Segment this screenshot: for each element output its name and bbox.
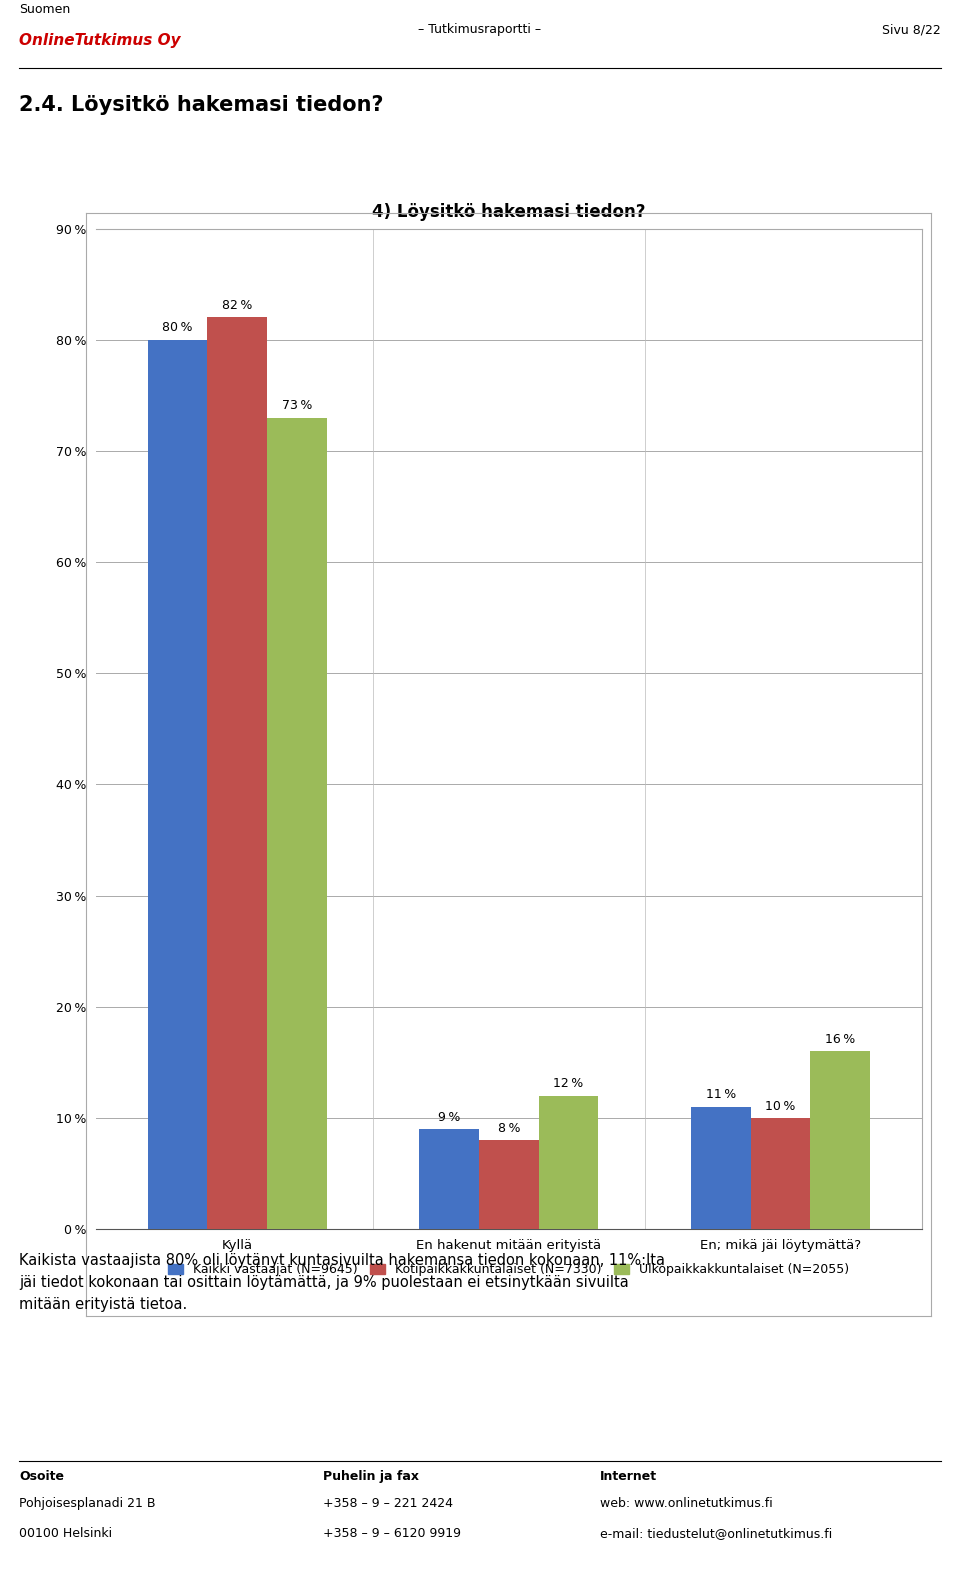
Text: Internet: Internet [600, 1470, 657, 1483]
Text: Kaikista vastaajista 80% oli löytänyt kuntasivuilta hakemansa tiedon kokonaan, 1: Kaikista vastaajista 80% oli löytänyt ku… [19, 1253, 665, 1313]
Text: 11 %: 11 % [706, 1089, 735, 1102]
Text: Sivu 8/22: Sivu 8/22 [882, 24, 941, 36]
Text: 00100 Helsinki: 00100 Helsinki [19, 1527, 112, 1540]
Bar [267, 418, 326, 1229]
Bar [751, 1117, 810, 1229]
Bar [691, 1106, 751, 1229]
Legend: Kaikki vastaajat (N=9645), Kotipaikkakkuntalaiset (N=7330), Ulkopaikkakkuntalais: Kaikki vastaajat (N=9645), Kotipaikkakku… [163, 1258, 854, 1281]
Bar [420, 1128, 479, 1229]
Bar [479, 1141, 539, 1229]
Title: 4) Löysitkö hakemasi tiedon?: 4) Löysitkö hakemasi tiedon? [372, 203, 645, 221]
Text: 80 %: 80 % [162, 322, 193, 334]
Bar [810, 1051, 870, 1229]
Text: Osoite: Osoite [19, 1470, 64, 1483]
Bar [148, 340, 207, 1229]
Bar [539, 1095, 598, 1229]
Text: 9 %: 9 % [438, 1111, 460, 1124]
Text: +358 – 9 – 6120 9919: +358 – 9 – 6120 9919 [324, 1527, 462, 1540]
Text: OnlineTutkimus Oy: OnlineTutkimus Oy [19, 33, 180, 47]
Text: e-mail: tiedustelut@onlinetutkimus.fi: e-mail: tiedustelut@onlinetutkimus.fi [600, 1527, 832, 1540]
Text: – Tutkimusraportti –: – Tutkimusraportti – [419, 24, 541, 36]
Bar [207, 317, 267, 1229]
Text: 73 %: 73 % [282, 399, 312, 411]
Text: 16 %: 16 % [825, 1032, 855, 1046]
Text: web: www.onlinetutkimus.fi: web: www.onlinetutkimus.fi [600, 1497, 773, 1510]
Text: 12 %: 12 % [553, 1078, 584, 1091]
Text: 10 %: 10 % [765, 1100, 796, 1113]
Text: 82 %: 82 % [222, 299, 252, 312]
Text: Puhelin ja fax: Puhelin ja fax [324, 1470, 420, 1483]
Text: 2.4. Löysitkö hakemasi tiedon?: 2.4. Löysitkö hakemasi tiedon? [19, 95, 384, 115]
Text: Pohjoisesplanadi 21 B: Pohjoisesplanadi 21 B [19, 1497, 156, 1510]
Text: Suomen: Suomen [19, 3, 70, 16]
Text: +358 – 9 – 221 2424: +358 – 9 – 221 2424 [324, 1497, 453, 1510]
Text: 8 %: 8 % [497, 1122, 520, 1135]
